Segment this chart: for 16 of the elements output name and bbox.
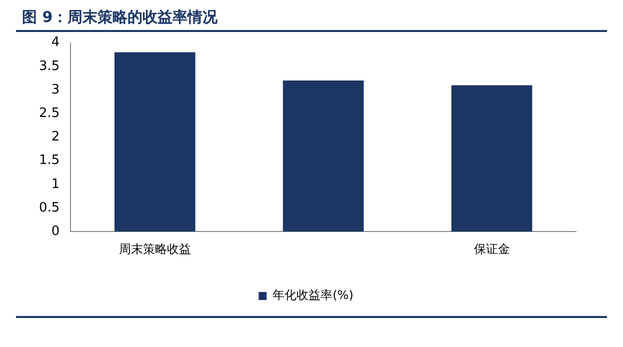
y-tick-label: 2	[51, 130, 60, 145]
bar	[282, 80, 364, 232]
x-tick-label: 周末策略收益	[118, 242, 191, 256]
y-tick-label: 3	[51, 82, 60, 98]
chart-title: 图 9：周末策略的收益率情况	[16, 4, 607, 32]
y-tick-label: 0.5	[38, 200, 60, 216]
y-tick-label: 1	[51, 176, 60, 192]
x-tick-label: 保证金	[474, 242, 510, 256]
y-tick-label: 4	[51, 35, 60, 50]
y-tick-label: 0	[51, 224, 60, 239]
legend-label: 年化收益率(%)	[272, 288, 354, 302]
bar	[114, 52, 196, 232]
y-tick-label: 2.5	[38, 106, 60, 121]
y-tick-label: 3.5	[38, 58, 60, 74]
bar	[451, 85, 532, 232]
y-tick-label: 1.5	[38, 153, 60, 168]
